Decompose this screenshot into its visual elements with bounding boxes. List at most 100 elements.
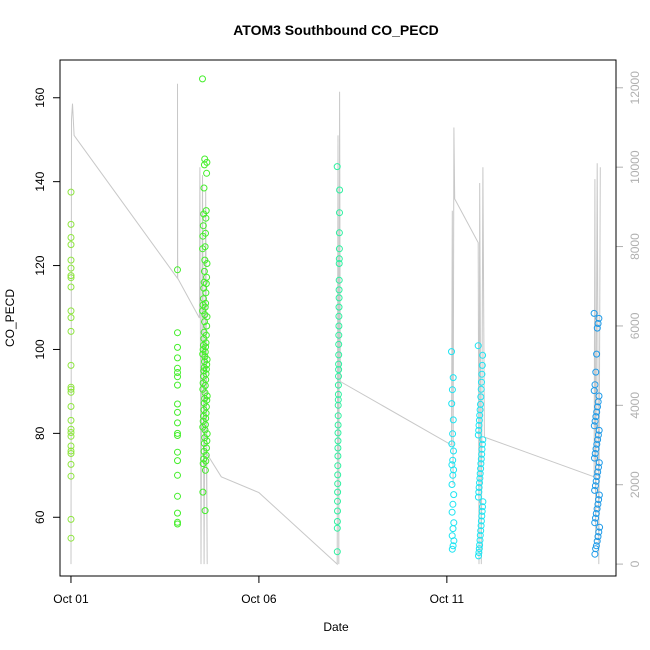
data-point <box>67 264 75 272</box>
data-point <box>478 512 486 520</box>
overlay-series-line <box>70 83 601 566</box>
data-point <box>594 533 602 541</box>
data-point <box>478 361 486 369</box>
data-point <box>594 468 602 476</box>
data-point <box>475 552 482 560</box>
data-point <box>448 348 455 356</box>
data-point <box>335 260 343 267</box>
data-point <box>475 426 483 434</box>
data-point <box>591 550 599 558</box>
data-point <box>479 503 486 511</box>
data-point <box>594 500 602 508</box>
data-point <box>333 163 341 171</box>
data-point <box>474 493 482 501</box>
data-point <box>67 388 75 396</box>
data-point <box>449 500 457 508</box>
data-point <box>174 364 181 372</box>
data-point <box>334 437 342 445</box>
data-point <box>67 307 75 315</box>
data-point <box>201 318 208 326</box>
data-point <box>449 430 457 438</box>
data-point <box>335 286 343 294</box>
scatter-points-layer <box>67 75 604 560</box>
data-point <box>450 466 458 474</box>
data-point <box>335 351 343 359</box>
data-point <box>334 471 342 479</box>
y-tick-label: 120 <box>33 255 47 275</box>
data-point <box>448 508 456 516</box>
data-point <box>593 505 601 513</box>
data-point <box>477 385 485 393</box>
data-point <box>592 445 600 453</box>
data-point <box>174 343 181 351</box>
data-point <box>174 419 181 427</box>
data-point <box>67 416 75 424</box>
data-point <box>476 541 484 549</box>
data-point <box>199 341 207 349</box>
data-point <box>449 416 457 424</box>
data-point <box>335 312 343 320</box>
data-point <box>174 448 181 456</box>
data-point <box>476 470 484 478</box>
data-point <box>474 342 482 350</box>
data-point <box>202 289 210 297</box>
data-point <box>200 267 208 275</box>
data-point <box>335 303 343 311</box>
y-tick-label: 80 <box>33 426 47 440</box>
data-point <box>475 484 483 491</box>
data-point <box>335 322 343 330</box>
data-point <box>591 486 599 494</box>
data-point <box>67 361 75 369</box>
data-point <box>199 245 207 253</box>
y-tick-label: 140 <box>33 171 47 191</box>
data-point <box>450 519 458 527</box>
data-point <box>594 403 601 411</box>
y-tick-label: 60 <box>33 510 47 524</box>
data-point <box>593 408 601 416</box>
data-point <box>174 400 181 408</box>
data-point <box>201 466 209 474</box>
y2-tick-label: 4000 <box>628 392 642 419</box>
data-point <box>476 411 484 419</box>
data-point <box>477 455 485 463</box>
data-point <box>448 386 456 394</box>
data-point <box>335 366 343 374</box>
data-point <box>475 421 483 429</box>
data-point <box>200 161 208 169</box>
y2-tick-label: 10000 <box>628 150 642 184</box>
data-point <box>174 457 181 465</box>
data-point <box>67 460 75 468</box>
data-point <box>477 393 485 401</box>
data-point <box>333 518 341 525</box>
data-point <box>335 229 343 237</box>
data-point <box>475 488 483 496</box>
data-point <box>591 450 599 457</box>
data-point <box>335 372 342 380</box>
data-point <box>335 331 343 339</box>
data-point <box>67 327 75 335</box>
data-point <box>479 436 487 444</box>
data-point <box>199 488 207 496</box>
data-point <box>334 390 342 398</box>
data-point <box>199 222 207 230</box>
data-point <box>334 444 342 452</box>
y-tick-label: 160 <box>33 87 47 107</box>
data-point <box>450 491 458 499</box>
data-point <box>478 507 486 515</box>
data-point <box>335 294 343 302</box>
data-point <box>335 340 343 348</box>
data-point <box>478 450 486 458</box>
data-point <box>174 432 181 439</box>
data-point <box>476 474 484 482</box>
data-point <box>593 350 601 358</box>
data-point <box>334 462 342 470</box>
data-point <box>449 456 457 464</box>
data-point <box>591 454 598 462</box>
data-point <box>594 398 602 406</box>
y2-tick-label: 6000 <box>628 312 642 339</box>
data-point <box>334 497 341 505</box>
data-point <box>475 545 483 553</box>
chart-title: ATOM3 Southbound CO_PECD <box>233 22 439 38</box>
data-point <box>200 455 208 463</box>
data-point <box>592 368 600 376</box>
